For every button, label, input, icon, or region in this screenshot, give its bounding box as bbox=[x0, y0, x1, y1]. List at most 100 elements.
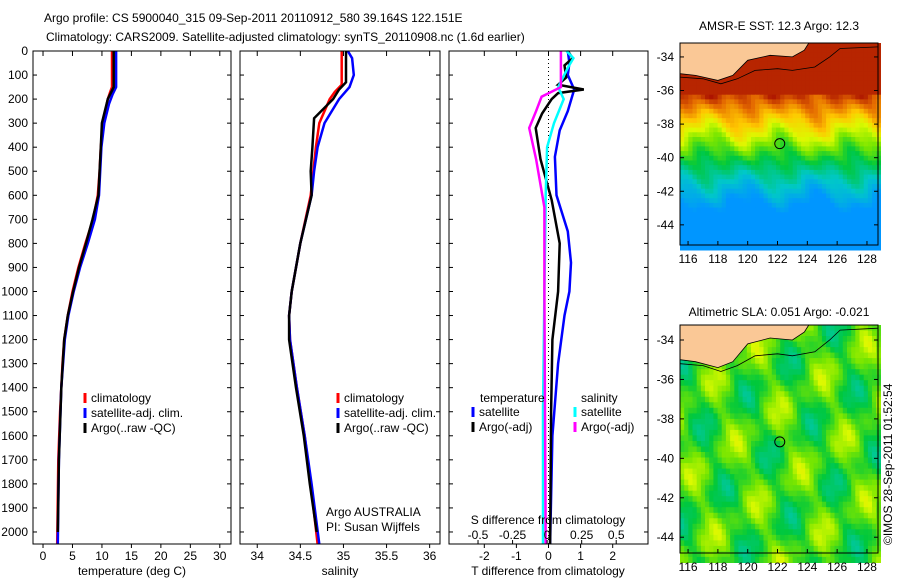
s-difference-label: S difference from climatology bbox=[471, 513, 626, 527]
legend-label: Argo(-adj) bbox=[581, 420, 634, 434]
lat-tick-label: -36 bbox=[657, 372, 675, 386]
difference-panel: -2 -1 0 1 2 -0.5 -0.25 0 0.25 0.5 S difference fr… bbox=[448, 50, 649, 578]
map-field-cells bbox=[680, 325, 881, 563]
sst-map-title: AMSR-E SST: 12.3 Argo: 12.3 bbox=[699, 19, 859, 33]
x-tick-label: 34 bbox=[251, 549, 265, 563]
title-line-2: Climatology: CARS2009. Satellite-adjuste… bbox=[46, 30, 525, 44]
legend-label: Argo(..raw -QC) bbox=[91, 421, 176, 435]
lon-tick-label: 118 bbox=[708, 560, 727, 574]
sst-map: AMSR-E SST: 12.3 Argo: 12.3 -34 -36 -38 -40… bbox=[657, 19, 881, 266]
lat-tick-label: -40 bbox=[657, 451, 675, 465]
legend-label: satellite bbox=[581, 405, 622, 419]
temperature-axes-box bbox=[32, 50, 232, 545]
x-tick-label: 30 bbox=[213, 549, 227, 563]
t-satellite-line bbox=[548, 50, 576, 545]
lat-tick-label: -38 bbox=[657, 412, 675, 426]
temperature-series bbox=[55, 51, 118, 545]
lon-tick-label: 124 bbox=[797, 560, 817, 574]
annotation-argo-australia: Argo AUSTRALIA bbox=[326, 505, 421, 519]
series-line-climatology bbox=[287, 51, 343, 545]
depth-tick-label: 1300 bbox=[1, 357, 28, 371]
lon-tick-label: 122 bbox=[767, 252, 787, 266]
depth-tick-label: 100 bbox=[8, 68, 28, 82]
difference-series bbox=[527, 50, 585, 545]
legend-label: satellite bbox=[479, 405, 520, 419]
annotation-pi: PI: Susan Wijffels bbox=[326, 520, 420, 534]
title-line-1: Argo profile: CS 5900040_315 09-Sep-2011… bbox=[44, 11, 463, 25]
difference-legend: temperature salinitysatelliteArgo(-adj)sa… bbox=[471, 391, 634, 434]
legend-label: climatology bbox=[91, 391, 151, 405]
imos-credit: ©IMOS 28-Sep-2011 01:52:54 bbox=[881, 383, 895, 545]
salinity-xlabel: salinity bbox=[322, 564, 359, 578]
s-tick-label: 0.25 bbox=[570, 528, 594, 542]
x-tick-label: -2 bbox=[479, 549, 490, 563]
depth-tick-label: 700 bbox=[8, 212, 28, 226]
x-tick-label: 25 bbox=[184, 549, 198, 563]
x-tick-label: 1 bbox=[577, 549, 584, 563]
depth-tick-label: 800 bbox=[8, 236, 28, 250]
depth-tick-label: 1000 bbox=[1, 284, 28, 298]
depth-tick-label: 500 bbox=[8, 164, 28, 178]
difference-axes-box bbox=[448, 50, 649, 545]
lat-tick-label: -36 bbox=[657, 84, 675, 98]
s-tick-label: -0.25 bbox=[499, 528, 527, 542]
salinity-panel: 34 34.5 35 35.5 36 salinity climatologysatel… bbox=[239, 50, 441, 578]
series-line-argo bbox=[287, 51, 348, 533]
salinity-ticks: 34 34.5 35 35.5 36 bbox=[240, 50, 440, 563]
sla-map-title: Altimetric SLA: 0.051 Argo: -0.021 bbox=[689, 305, 870, 319]
lon-tick-label: 128 bbox=[857, 560, 877, 574]
depth-tick-label: 1200 bbox=[1, 333, 28, 347]
temperature-ticks: 0 5 10 15 20 25 30 bbox=[33, 50, 231, 563]
salinity-series bbox=[287, 50, 356, 545]
depth-tick-label: 1700 bbox=[1, 453, 28, 467]
depth-tick-label: 900 bbox=[8, 260, 28, 274]
depth-tick-label: 400 bbox=[8, 140, 28, 154]
legend-label: satellite-adj. clim. bbox=[91, 406, 183, 420]
lon-tick-label: 116 bbox=[678, 252, 697, 266]
depth-tick-label: 2000 bbox=[1, 525, 28, 539]
depth-tick-label: 1900 bbox=[1, 501, 28, 515]
x-tick-label: 35 bbox=[337, 549, 351, 563]
depth-tick-label: 1600 bbox=[1, 429, 28, 443]
isobath-line bbox=[679, 46, 879, 85]
depth-tick-label: 200 bbox=[8, 92, 28, 106]
argo-position-marker bbox=[774, 138, 786, 150]
x-tick-label: 2 bbox=[609, 549, 616, 563]
depth-axis-labels: 0 100 200 300 400 500 600 700 800 900 1000 1100 1200… bbox=[1, 44, 28, 539]
x-tick-label: 0 bbox=[40, 549, 47, 563]
isobath-line bbox=[679, 327, 879, 372]
sla-map: Altimetric SLA: 0.051 Argo: -0.021 -34 -3… bbox=[657, 305, 881, 574]
x-tick-label: 36 bbox=[423, 549, 437, 563]
legend-label: climatology bbox=[344, 391, 404, 405]
series-line-satellite bbox=[287, 50, 356, 545]
series-line-satellite bbox=[56, 51, 118, 545]
lon-tick-label: 124 bbox=[797, 252, 817, 266]
difference-ticks: -2 -1 0 1 2 -0.5 -0.25 0 0.25 0.5 bbox=[449, 50, 648, 563]
series-line-argo bbox=[56, 51, 115, 533]
legend-label: Argo(..raw -QC) bbox=[344, 421, 429, 435]
s-tick-label: -0.5 bbox=[468, 528, 489, 542]
lon-tick-label: 120 bbox=[738, 252, 758, 266]
s-tick-label: 0 bbox=[544, 528, 551, 542]
legend-label: satellite-adj. clim. bbox=[344, 406, 436, 420]
x-tick-label: 20 bbox=[154, 549, 168, 563]
lat-tick-label: -34 bbox=[657, 333, 675, 347]
depth-tick-label: 1800 bbox=[1, 477, 28, 491]
lon-tick-label: 126 bbox=[827, 560, 847, 574]
x-tick-label: 35.5 bbox=[375, 549, 399, 563]
temperature-panel: 0 5 10 15 20 25 30 temperature (deg C) climato… bbox=[32, 50, 232, 578]
temperature-xlabel: temperature (deg C) bbox=[78, 564, 186, 578]
lat-tick-label: -42 bbox=[657, 184, 675, 198]
depth-tick-label: 0 bbox=[21, 44, 28, 58]
lon-tick-label: 120 bbox=[738, 560, 758, 574]
legend-label: Argo(-adj) bbox=[479, 420, 532, 434]
map-frame bbox=[679, 42, 879, 246]
x-tick-label: 10 bbox=[95, 549, 109, 563]
legend-header-salinity: salinity bbox=[581, 391, 618, 405]
lat-tick-label: -38 bbox=[657, 117, 675, 131]
legend-header-temperature: temperature bbox=[480, 391, 545, 405]
map-frame bbox=[679, 324, 879, 554]
